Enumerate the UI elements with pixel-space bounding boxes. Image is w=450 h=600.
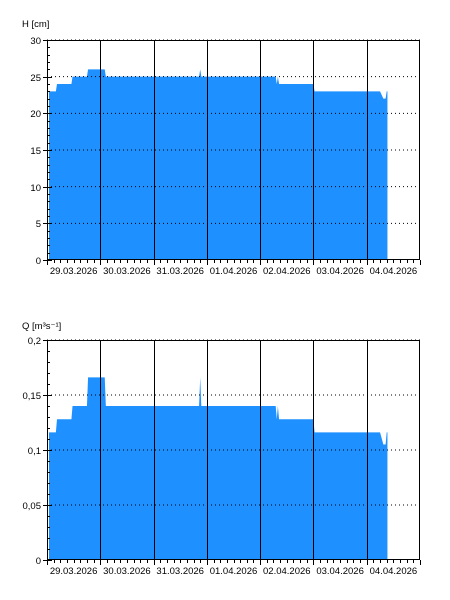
area-series-1: [49, 69, 388, 260]
x-tick-label: 31.03.2026: [156, 266, 204, 277]
x-tick-label: 04.04.2026: [370, 266, 418, 277]
x-tick-label: 04.04.2026: [370, 566, 418, 577]
y-axis-label: H [cm]: [22, 19, 49, 30]
y-tick-label: 0,15: [23, 391, 42, 402]
y-tick-label: 10: [30, 183, 41, 194]
x-tick-label: 03.04.2026: [316, 566, 364, 577]
y-tick-label: 5: [36, 219, 41, 230]
x-tick-label: 02.04.2026: [263, 566, 311, 577]
y-tick-label: 20: [30, 109, 41, 120]
y-tick-label: 0: [36, 556, 41, 567]
y-tick-label: 0,2: [28, 336, 41, 347]
x-tick-label: 30.03.2026: [103, 566, 151, 577]
y-tick-label: 30: [30, 36, 41, 47]
x-tick-label: 29.03.2026: [50, 566, 98, 577]
x-tick-label: 01.04.2026: [210, 266, 258, 277]
x-tick-label: 03.04.2026: [316, 266, 364, 277]
chart-panel-1: 0 5 10 15 20 25 30 29.03.2026 30.03.2026 31.03.20…: [22, 19, 421, 277]
area-series-1: [49, 377, 388, 560]
y-tick-label: 0,1: [28, 446, 41, 457]
y-tick-label: 15: [30, 146, 41, 157]
x-tick-label: 29.03.2026: [50, 266, 98, 277]
y-axis-label: Q [m³s⁻¹]: [22, 321, 61, 332]
y-tick-label: 25: [30, 73, 41, 84]
x-tick-label: 30.03.2026: [103, 266, 151, 277]
chart-panel-2: 0 0,05 0,1 0,15 0,2 29.03.2026 30.03.2026 31.03…: [22, 321, 421, 577]
y-tick-label: 0: [36, 256, 41, 267]
y-tick-label: 0,05: [23, 501, 42, 512]
x-tick-label: 02.04.2026: [263, 266, 311, 277]
x-tick-label: 01.04.2026: [210, 566, 258, 577]
x-tick-label: 31.03.2026: [156, 566, 204, 577]
